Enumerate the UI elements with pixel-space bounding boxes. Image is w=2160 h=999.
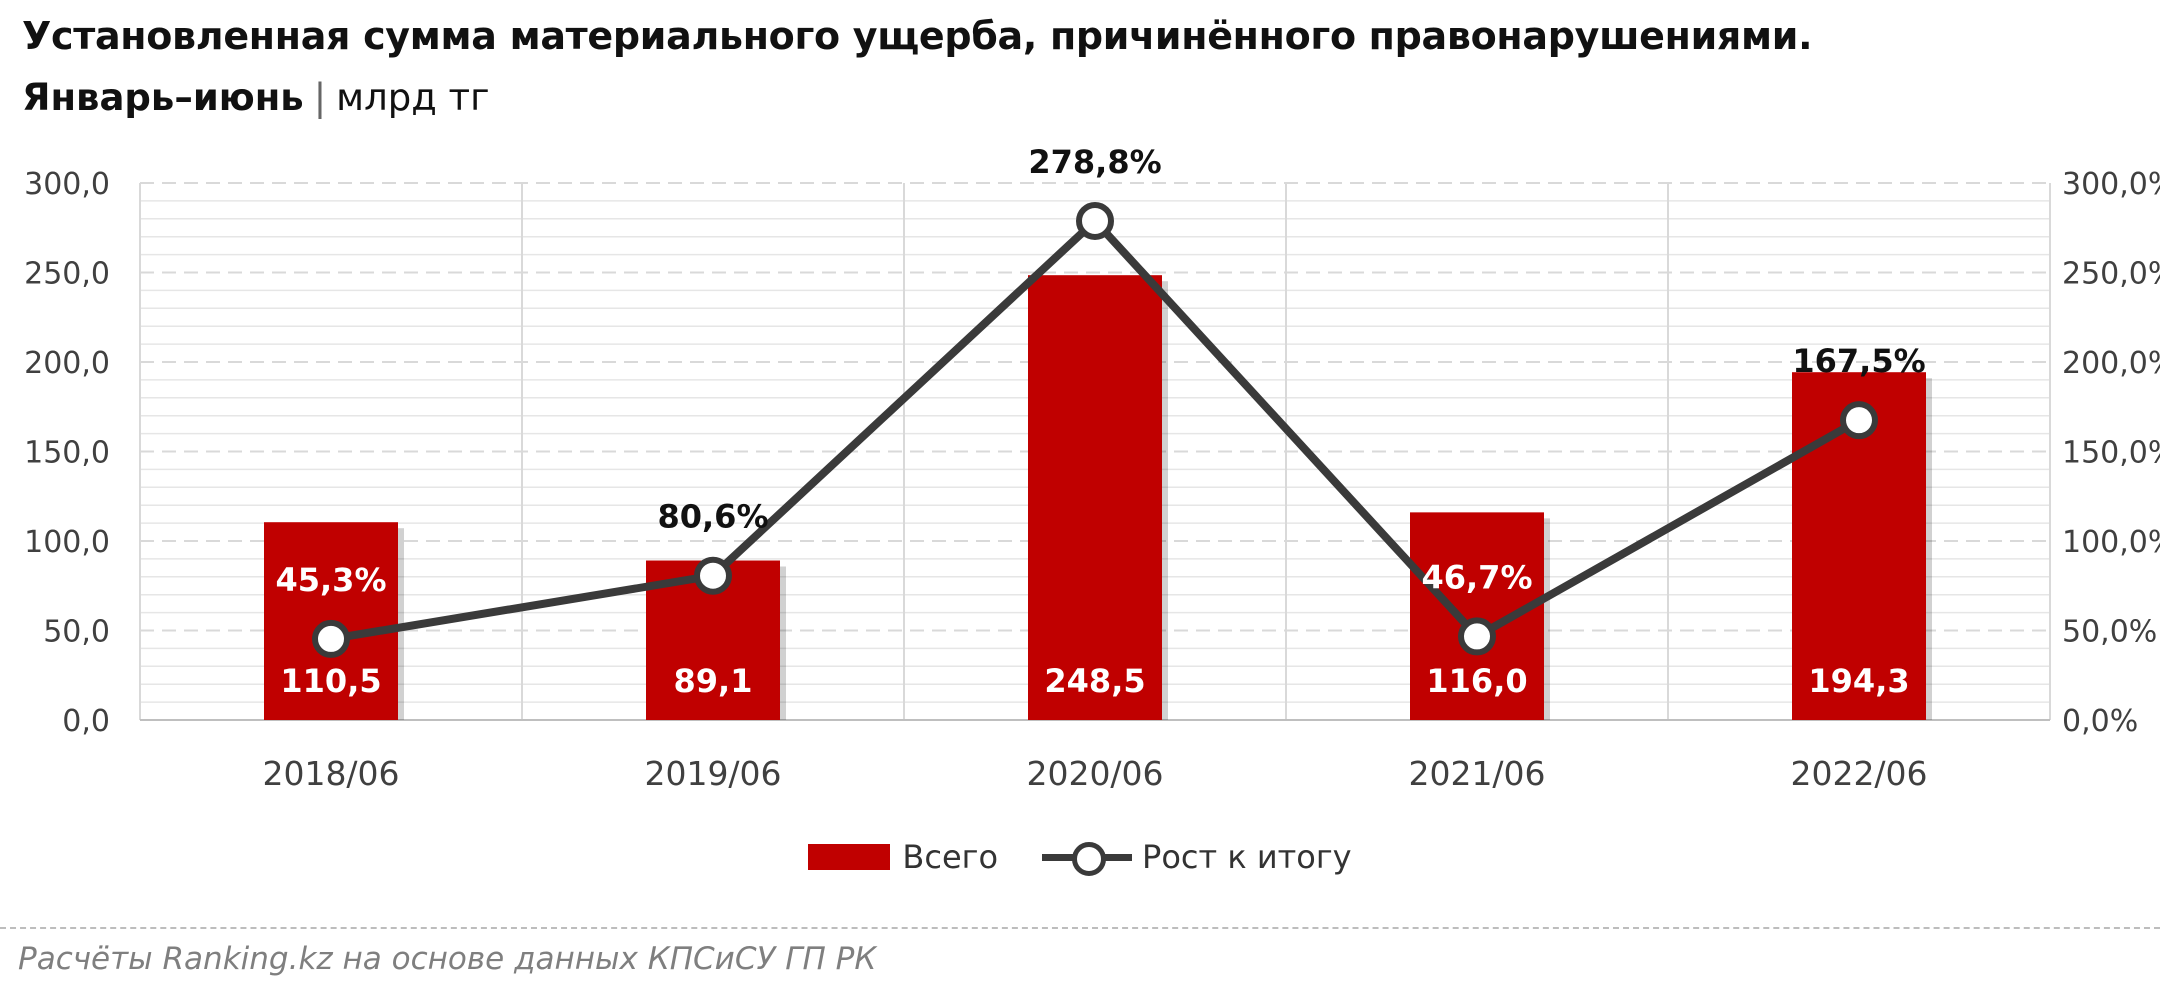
line-marker [312,619,350,658]
bar-value-label: 89,1 [674,662,753,700]
chart-subtitle: Январь–июнь | млрд тг [22,76,490,119]
y-right-tick-label: 50,0% [2062,615,2157,650]
y-right-tick-label: 100,0% [2062,525,2160,560]
x-tick-label: 2018/06 [262,754,399,793]
chart-legend: Всего Рост к итогу [0,838,2160,876]
line-value-label: 278,8% [1028,143,1161,181]
line-value-label: 46,7% [1421,558,1532,596]
y-left-tick-label: 150,0 [24,436,110,471]
bar-value-label: 116,0 [1426,662,1527,700]
subtitle-separator: | [313,76,327,119]
line-value-label: 45,3% [275,561,386,599]
line-marker [694,556,732,595]
y-right-tick-label: 300,0% [2062,167,2160,202]
y-left-tick-label: 50,0 [43,615,110,650]
x-tick-label: 2019/06 [644,754,781,793]
y-right-tick-label: 150,0% [2062,436,2160,471]
legend-item-bar: Всего [808,838,998,876]
bar-value-label: 110,5 [280,662,381,700]
legend-bar-label: Всего [902,838,999,876]
chart-title: Установленная сумма материального ущерба… [22,14,1813,58]
y-right-tick-label: 0,0% [2062,704,2138,739]
x-tick-label: 2020/06 [1026,754,1163,793]
y-left-tick-label: 100,0 [24,525,110,560]
line-value-label: 80,6% [657,498,768,536]
legend-bar-swatch [808,844,891,870]
subtitle-unit: млрд тг [336,76,490,119]
x-tick-label: 2022/06 [1790,754,1927,793]
legend-line-marker-icon [1042,840,1133,876]
subtitle-period: Январь–июнь [22,76,304,119]
bar [1410,512,1544,720]
y-left-tick-label: 0,0 [62,704,110,739]
combo-chart: 0,0 50,0 100,0 150,0 200,0 250,0 300,0 0,0% 50,0… [24,143,2160,793]
y-right-tick-label: 250,0% [2062,257,2160,292]
footer-divider [0,927,2160,929]
bar [1028,275,1162,720]
legend-item-line: Рост к итогу [1042,838,1352,876]
y-left-tick-label: 250,0 [24,257,110,292]
y-right-tick-label: 200,0% [2062,346,2160,381]
source-note: Расчёты Ranking.kz на основе данных КПСи… [18,941,877,977]
line-marker [1840,401,1878,440]
y-left-tick-label: 200,0 [24,346,110,381]
bar-value-label: 194,3 [1808,662,1909,700]
line-value-label: 167,5% [1792,342,1925,380]
x-tick-label: 2021/06 [1408,754,1545,793]
bar-value-label: 248,5 [1044,662,1145,700]
line-marker [1458,617,1496,656]
y-left-tick-label: 300,0 [24,167,110,202]
line-marker [1076,201,1114,240]
legend-line-label: Рост к итогу [1142,838,1352,876]
